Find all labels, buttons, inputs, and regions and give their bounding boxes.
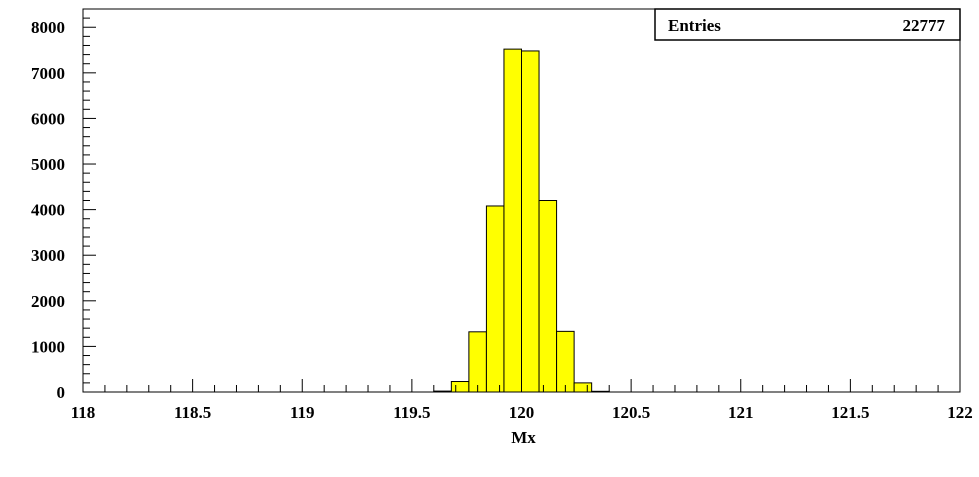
x-tick-label: 122 (947, 403, 973, 422)
x-tick-label: 118.5 (174, 403, 211, 422)
y-tick-labels: 0 1000 2000 3000 4000 5000 6000 7000 8000 (31, 18, 65, 402)
y-tick-label: 2000 (31, 292, 65, 311)
histogram-bars (433, 48, 610, 393)
y-tick-label: 6000 (31, 109, 65, 128)
histogram-bin-6 (538, 200, 558, 393)
y-tick-label: 1000 (31, 337, 65, 356)
axis-ticks (82, 8, 961, 393)
stats-entries-value: 22777 (903, 16, 946, 35)
y-tick-label: 0 (57, 383, 66, 402)
histogram-bin-1 (450, 381, 470, 393)
histogram-bin-3 (485, 205, 505, 393)
y-tick-label: 4000 (31, 201, 65, 220)
x-tick-label: 119 (290, 403, 315, 422)
x-tick-label: 121.5 (831, 403, 869, 422)
stats-entries-label: Entries (668, 16, 721, 35)
histogram-bin-2 (468, 331, 487, 393)
y-tick-label: 8000 (31, 18, 65, 37)
histogram-bin-5 (521, 50, 540, 393)
x-tick-labels: 118 118.5 119 119.5 120 120.5 121 121.5 122 (71, 403, 973, 422)
stats-box: Entries 22777 (654, 8, 961, 41)
histogram-bin-4 (503, 48, 522, 393)
histogram-bin-7 (556, 330, 575, 393)
y-tick-label: 5000 (31, 155, 65, 174)
x-tick-label: 119.5 (393, 403, 430, 422)
x-tick-label: 118 (71, 403, 96, 422)
x-axis-title: Mx (511, 428, 536, 447)
y-tick-label: 7000 (31, 64, 65, 83)
y-tick-label: 3000 (31, 246, 65, 265)
x-tick-label: 120 (509, 403, 535, 422)
x-tick-label: 120.5 (612, 403, 650, 422)
x-tick-label: 121 (728, 403, 754, 422)
histogram-bin-8 (573, 382, 593, 393)
stats-box-border (654, 8, 961, 41)
